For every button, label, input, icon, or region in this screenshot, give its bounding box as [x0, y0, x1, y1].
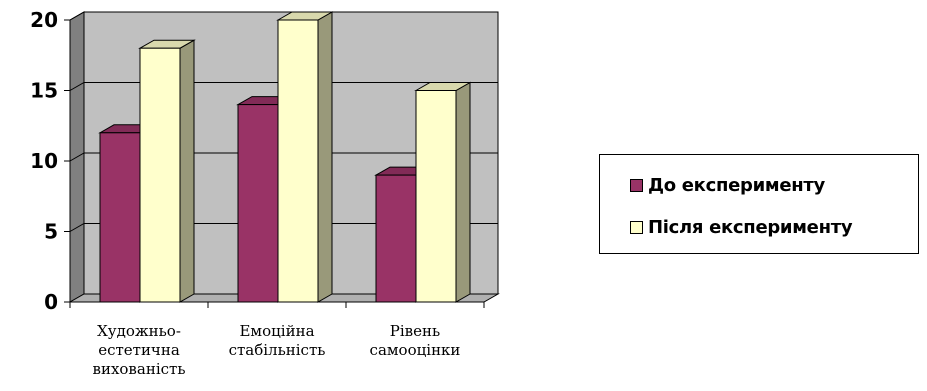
- x-category-label: Емоційна: [239, 322, 314, 340]
- legend-label-before: До експерименту: [648, 174, 825, 196]
- bar-side: [179, 39, 195, 303]
- bar: [414, 81, 472, 303]
- bar-front: [99, 132, 141, 303]
- gridline: [69, 152, 498, 162]
- bar: [276, 11, 334, 303]
- legend-swatch-before: [630, 178, 643, 192]
- gridline: [69, 223, 498, 232]
- gridline: [69, 82, 498, 91]
- gridlines: [69, 11, 498, 232]
- x-category-label: естетична: [98, 341, 180, 359]
- x-category-label: Художньо-: [97, 322, 181, 340]
- bars: [98, 11, 472, 303]
- bar-front: [277, 19, 319, 303]
- y-tick-label: 5: [44, 220, 58, 244]
- y-tick-label: 0: [44, 290, 58, 314]
- y-tick-label: 10: [30, 149, 58, 173]
- x-category-label: Рівень: [390, 322, 440, 340]
- bar-side: [455, 81, 471, 303]
- x-category-label: самооцінки: [370, 341, 461, 359]
- legend-label-after: Після експерименту: [648, 216, 853, 238]
- bar-front: [415, 90, 457, 303]
- x-category-label: стабільність: [229, 341, 326, 359]
- bar-side: [317, 11, 333, 303]
- bar: [138, 39, 196, 303]
- y-tick-label: 20: [30, 8, 58, 32]
- bar-front: [237, 104, 279, 303]
- bar-front: [139, 47, 181, 303]
- legend-item-after: Після експерименту: [630, 215, 853, 239]
- y-axis-tick-labels: 0 5 10 15 20: [30, 8, 58, 314]
- legend: До експерименту Після експерименту: [599, 154, 919, 254]
- legend-item-before: До експерименту: [630, 173, 825, 197]
- legend-swatch-after: [630, 220, 643, 234]
- x-category-label: вихованість: [93, 360, 186, 378]
- gridline: [69, 11, 498, 21]
- bar-front: [375, 174, 417, 303]
- y-tick-label: 15: [30, 79, 58, 103]
